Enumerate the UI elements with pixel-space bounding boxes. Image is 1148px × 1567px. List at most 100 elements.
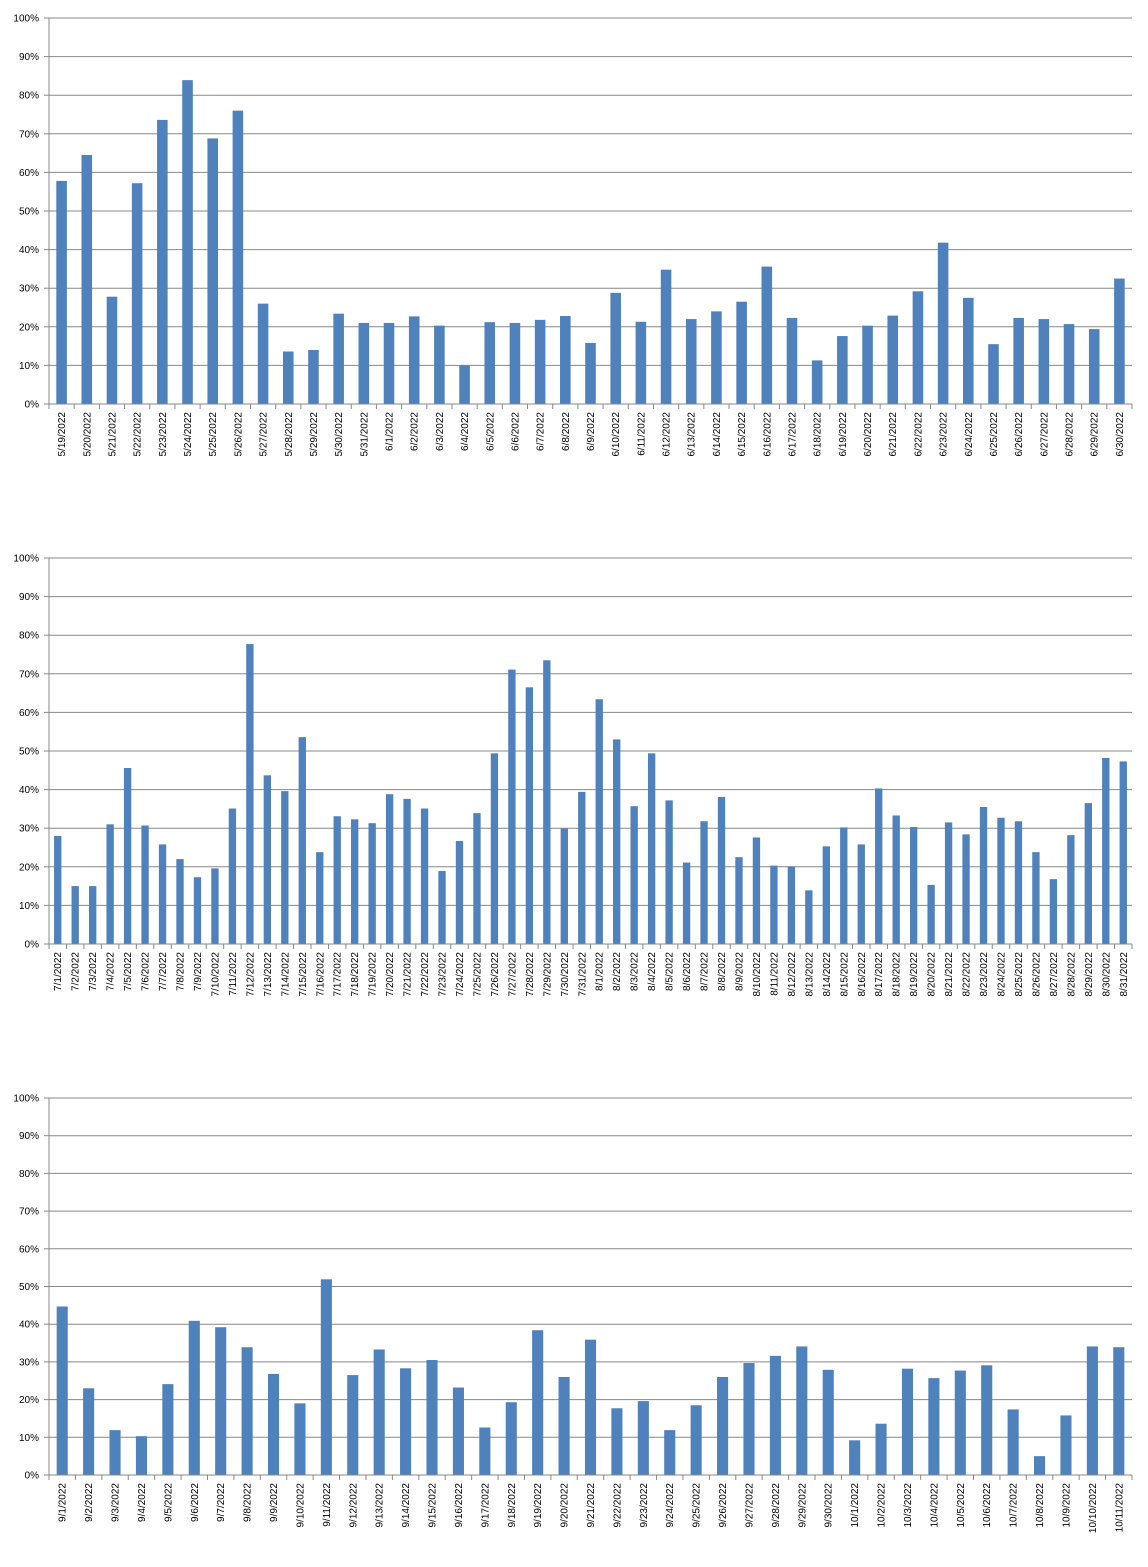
- bar: [257, 303, 269, 404]
- x-tick-label: 9/3/2022: [111, 1483, 122, 1522]
- bar: [1088, 329, 1100, 404]
- x-tick-label: 8/20/2022: [927, 952, 938, 997]
- x-tick-label: 6/15/2022: [737, 412, 748, 457]
- bar: [1063, 324, 1075, 404]
- bar: [857, 844, 865, 944]
- y-tick-label: 20%: [19, 1395, 39, 1406]
- x-tick-label: 7/17/2022: [333, 952, 344, 997]
- x-tick-label: 6/16/2022: [762, 412, 773, 457]
- bar: [610, 292, 621, 404]
- x-tick-label: 7/31/2022: [577, 952, 588, 997]
- x-tick-label: 7/6/2022: [141, 952, 152, 991]
- x-tick-label: 8/27/2022: [1049, 952, 1060, 997]
- y-tick-label: 50%: [19, 207, 39, 218]
- x-tick-label: 8/31/2022: [1119, 952, 1130, 997]
- bar: [1038, 319, 1050, 404]
- x-tick-label: 9/4/2022: [137, 1483, 148, 1522]
- bar: [83, 1388, 95, 1475]
- bar: [822, 846, 830, 944]
- bar: [246, 644, 254, 944]
- x-tick-label: 8/7/2022: [700, 952, 711, 991]
- x-tick-label: 9/1/2022: [58, 1483, 69, 1522]
- x-tick-label: 8/9/2022: [734, 952, 745, 991]
- bar: [543, 660, 551, 944]
- x-tick-label: 7/4/2022: [106, 952, 117, 991]
- y-tick-label: 0%: [25, 400, 40, 411]
- y-tick-label: 10%: [19, 901, 39, 912]
- x-tick-label: 7/1/2022: [53, 952, 64, 991]
- bar: [193, 877, 202, 944]
- bar: [637, 1401, 649, 1475]
- x-tick-label: 7/9/2022: [193, 952, 204, 991]
- x-tick-label: 7/29/2022: [542, 952, 553, 997]
- bar: [700, 821, 708, 944]
- y-tick-label: 70%: [19, 669, 39, 680]
- x-tick-label: 6/30/2022: [1115, 412, 1126, 457]
- bar: [735, 857, 743, 944]
- bar: [1119, 761, 1127, 944]
- bar: [182, 80, 193, 404]
- x-tick-label: 8/30/2022: [1101, 952, 1112, 997]
- bar: [711, 311, 722, 404]
- x-tick-label: 9/6/2022: [190, 1483, 201, 1522]
- y-tick-label: 10%: [19, 361, 39, 372]
- bar: [752, 837, 761, 944]
- x-tick-label: 9/26/2022: [718, 1483, 729, 1528]
- x-tick-label: 10/1/2022: [850, 1483, 861, 1528]
- bar: [158, 844, 167, 944]
- x-tick-label: 9/7/2022: [216, 1483, 227, 1522]
- x-tick-label: 6/12/2022: [662, 412, 673, 457]
- x-tick-label: 9/29/2022: [797, 1483, 808, 1528]
- x-tick-label: 7/19/2022: [368, 952, 379, 997]
- x-tick-label: 6/29/2022: [1090, 412, 1101, 457]
- bar: [1007, 1409, 1019, 1475]
- bar: [840, 827, 848, 944]
- y-tick-label: 30%: [19, 1357, 39, 1368]
- bar: [188, 1320, 200, 1475]
- x-tick-label: 5/30/2022: [334, 412, 345, 457]
- x-tick-label: 10/11/2022: [1114, 1483, 1125, 1533]
- y-tick-label: 100%: [13, 554, 39, 565]
- x-tick-label: 8/23/2022: [979, 952, 990, 997]
- bar: [484, 322, 496, 404]
- x-tick-label: 7/30/2022: [560, 952, 571, 997]
- bar: [787, 866, 796, 944]
- bar: [162, 1384, 174, 1475]
- x-tick-label: 6/24/2022: [964, 412, 975, 457]
- bar: [333, 816, 341, 944]
- x-tick-label: 10/10/2022: [1088, 1483, 1099, 1533]
- x-tick-label: 7/14/2022: [280, 952, 291, 997]
- x-tick-label: 7/13/2022: [263, 952, 274, 997]
- x-tick-label: 9/15/2022: [428, 1483, 439, 1528]
- bar: [997, 817, 1005, 944]
- x-tick-label: 9/13/2022: [375, 1483, 386, 1528]
- bar: [534, 319, 546, 404]
- x-tick-label: 5/31/2022: [359, 412, 370, 457]
- x-tick-label: 5/21/2022: [107, 412, 118, 457]
- bar: [141, 825, 149, 944]
- bar: [479, 1427, 491, 1475]
- bar: [613, 739, 621, 944]
- y-tick-label: 70%: [19, 129, 39, 140]
- x-tick-label: 8/12/2022: [787, 952, 798, 997]
- bar: [473, 813, 481, 944]
- bar: [1032, 852, 1040, 944]
- x-tick-label: 10/7/2022: [1009, 1483, 1020, 1528]
- bar: [455, 840, 464, 944]
- y-tick-label: 90%: [19, 52, 39, 63]
- x-tick-label: 6/27/2022: [1039, 412, 1050, 457]
- bar: [56, 180, 67, 404]
- bar: [508, 669, 516, 944]
- x-tick-label: 8/6/2022: [682, 952, 693, 991]
- x-tick-label: 7/16/2022: [315, 952, 326, 997]
- bar: [351, 819, 359, 944]
- bar: [927, 884, 935, 944]
- x-tick-label: 8/18/2022: [892, 952, 903, 997]
- x-tick-label: 9/11/2022: [322, 1483, 333, 1527]
- x-tick-label: 8/26/2022: [1031, 952, 1042, 997]
- x-tick-label: 8/13/2022: [804, 952, 815, 997]
- bar: [682, 862, 691, 944]
- x-tick-label: 9/17/2022: [480, 1483, 491, 1528]
- y-tick-label: 70%: [19, 1207, 39, 1218]
- bar: [1060, 1415, 1072, 1475]
